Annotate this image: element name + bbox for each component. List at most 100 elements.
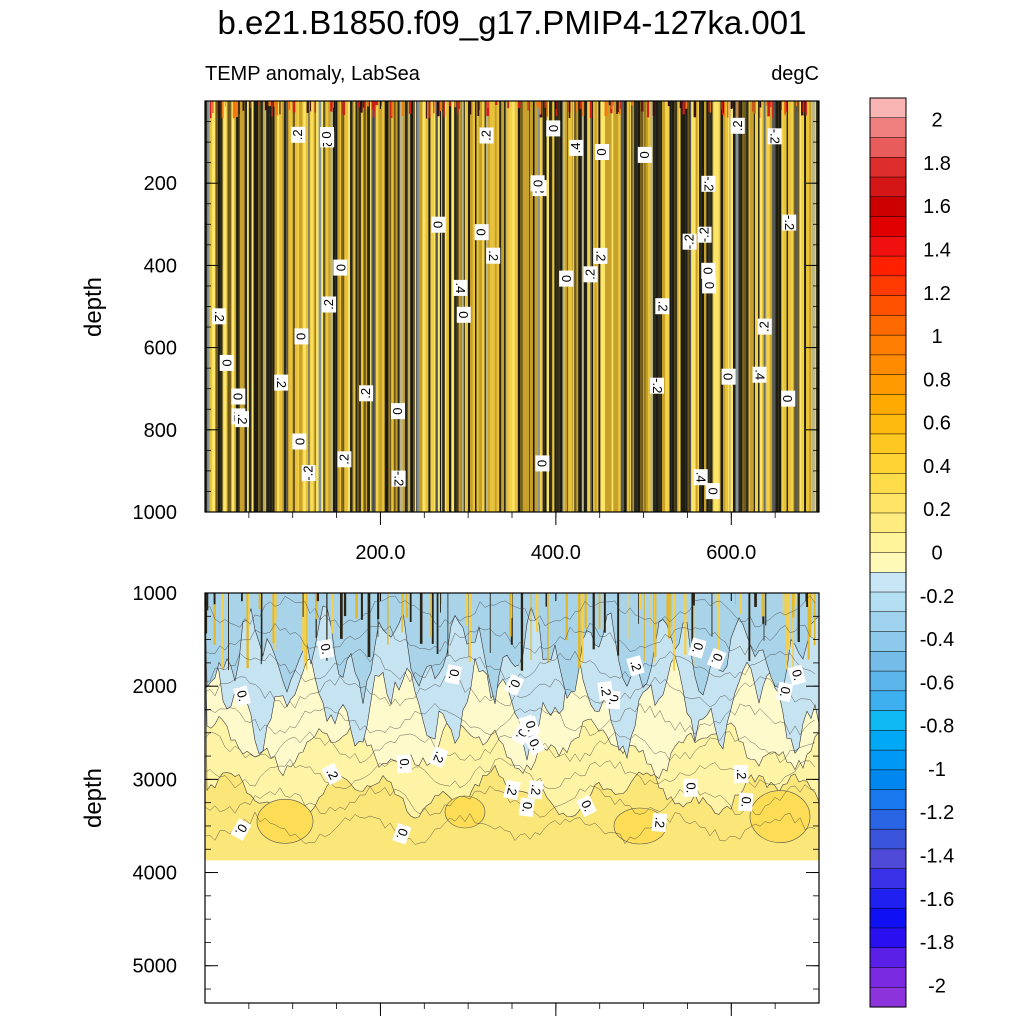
- surface-anomaly-mark: [767, 101, 770, 117]
- upper-stripe: [602, 101, 606, 512]
- colorbar-swatch: [869, 453, 907, 475]
- upper-stripe: [367, 101, 371, 512]
- contour-label: 0: [390, 403, 405, 420]
- upper-stripe: [363, 101, 366, 512]
- contour-label-box: [391, 403, 405, 420]
- contour-label: 0: [230, 388, 246, 405]
- upper-ocean-streak: [694, 593, 696, 667]
- upper-stripe: [226, 101, 228, 512]
- colorbar-swatch: [869, 927, 907, 949]
- surface-anomaly-mark: [642, 101, 644, 112]
- contour-label-box: [396, 754, 412, 774]
- upper-stripe: [258, 101, 261, 512]
- colorbar-swatch: [869, 730, 907, 751]
- upper-stripe: [342, 101, 344, 512]
- upper-stripe: [253, 101, 256, 512]
- upper-ocean-streak: [711, 593, 713, 637]
- colorbar-swatch: [869, 967, 907, 988]
- surface-anomaly-mark: [507, 101, 510, 109]
- contour-label-box: [219, 354, 234, 371]
- upper-stripe: [316, 101, 319, 512]
- upper-ocean-streak: [691, 593, 694, 654]
- surface-anomaly-mark: [268, 101, 271, 107]
- upper-stripe: [600, 101, 603, 512]
- upper-stripe: [626, 101, 629, 512]
- upper-stripe: [315, 101, 317, 512]
- upper-stripe: [806, 101, 810, 512]
- contour-label: 0: [456, 306, 471, 323]
- upper-stripe: [652, 101, 656, 512]
- colorbar-swatch: [869, 394, 907, 415]
- upper-stripe: [783, 101, 787, 512]
- upper-stripe: [410, 101, 414, 512]
- contour-label: 0.: [444, 664, 462, 685]
- upper-stripe: [786, 101, 789, 512]
- contour-label-box: [626, 655, 645, 677]
- surface-anomaly-mark: [795, 101, 798, 107]
- upper-ocean-streak: [246, 593, 249, 669]
- upper-stripe: [439, 101, 442, 512]
- contour-label: .2: [757, 318, 772, 335]
- upper-ocean-streak: [221, 593, 224, 670]
- contour-label-text: .2: [593, 250, 608, 261]
- contour-label: 0: [594, 144, 610, 160]
- contour-label: .4: [693, 469, 709, 486]
- contour-label: .2: [336, 451, 352, 468]
- upper-stripe: [424, 101, 427, 512]
- upper-stripe: [302, 101, 304, 512]
- colorbar-swatch: [869, 749, 907, 771]
- contour-label-text: 0: [546, 125, 561, 132]
- contour-label-box: [212, 308, 227, 325]
- upper-stripe: [634, 101, 638, 512]
- surface-anomaly-mark: [457, 101, 460, 109]
- upper-stripe: [689, 101, 690, 512]
- surface-anomaly-mark: [693, 101, 697, 118]
- contour-label-text: 0: [390, 407, 405, 414]
- units-label: degC: [771, 63, 819, 85]
- upper-ocean-streak: [205, 593, 208, 634]
- contour-label-text: .2: [504, 783, 521, 797]
- upper-stripe: [476, 101, 479, 512]
- upper-ocean-streak: [367, 593, 371, 657]
- surface-anomaly-mark: [391, 101, 395, 117]
- upper-ocean-streak: [440, 593, 442, 605]
- upper-ocean-streak: [419, 593, 423, 644]
- upper-ocean-streak: [355, 593, 358, 619]
- upper-stripe: [514, 101, 518, 512]
- upper-ocean-streak: [377, 593, 379, 637]
- contour-label-box: [456, 306, 471, 323]
- upper-stripe: [260, 101, 263, 512]
- contour-label: 0: [700, 262, 716, 279]
- y-tick-label: 5000: [133, 956, 178, 978]
- contour-label: -.2: [391, 470, 407, 487]
- contour-label: .2: [593, 247, 608, 264]
- upper-stripe: [697, 101, 699, 512]
- upper-stripe: [288, 101, 290, 512]
- upper-ocean-streak: [692, 593, 695, 606]
- axes: 200 400 600 800 1000 depth 1000 2000 3000 4000 500…: [80, 100, 820, 1016]
- surface-anomaly-mark: [477, 101, 480, 111]
- upper-stripe: [586, 101, 588, 512]
- contour-label: .2: [235, 411, 250, 428]
- contour-line: [205, 757, 816, 790]
- upper-ocean-streak: [717, 593, 720, 668]
- contour-label-text: 0.: [689, 641, 706, 656]
- upper-stripe: [484, 101, 486, 512]
- contour-label-text: .4: [753, 369, 768, 380]
- upper-stripe: [239, 101, 242, 512]
- contour-label: 0.: [524, 733, 546, 756]
- contour-label-text: -.2: [650, 378, 665, 393]
- contour-label: .2: [527, 780, 544, 800]
- upper-stripe: [466, 101, 469, 512]
- contour-label-box: [524, 733, 546, 756]
- colorbar-frame: [869, 97, 907, 1008]
- upper-stripe: [384, 101, 386, 512]
- upper-stripe: [558, 101, 560, 512]
- colorbar-label: -0.4: [920, 629, 954, 651]
- upper-stripe: [470, 101, 473, 512]
- upper-stripe: [378, 101, 380, 512]
- upper-stripe: [669, 101, 672, 512]
- upper-stripe: [404, 101, 408, 512]
- upper-stripe: [520, 101, 523, 512]
- surface-anomaly-mark: [536, 101, 539, 108]
